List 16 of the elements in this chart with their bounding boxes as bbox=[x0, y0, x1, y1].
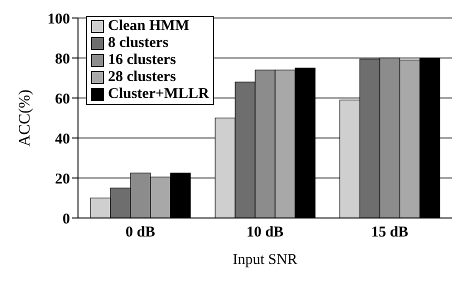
y-tick-label: 0 bbox=[62, 211, 70, 228]
legend-label: 8 clusters bbox=[108, 35, 168, 52]
legend-label: Clean HMM bbox=[108, 18, 190, 35]
y-axis-title: ACC(%) bbox=[16, 90, 34, 146]
y-tick-label: 20 bbox=[55, 171, 70, 188]
legend-label: 16 clusters bbox=[108, 52, 176, 69]
y-tick-label: 40 bbox=[55, 131, 70, 148]
x-tick-label: 15 dB bbox=[371, 224, 408, 241]
y-tick-label: 80 bbox=[55, 51, 70, 68]
x-axis-title: Input SNR bbox=[232, 252, 298, 268]
x-tick-label: 10 dB bbox=[246, 224, 284, 241]
x-tick-label: 0 dB bbox=[126, 224, 156, 241]
y-tick-label: 60 bbox=[55, 91, 70, 108]
y-tick-label: 100 bbox=[48, 11, 70, 28]
legend-label: 28 clusters bbox=[108, 69, 176, 86]
legend-label: Cluster+MLLR bbox=[108, 86, 210, 103]
